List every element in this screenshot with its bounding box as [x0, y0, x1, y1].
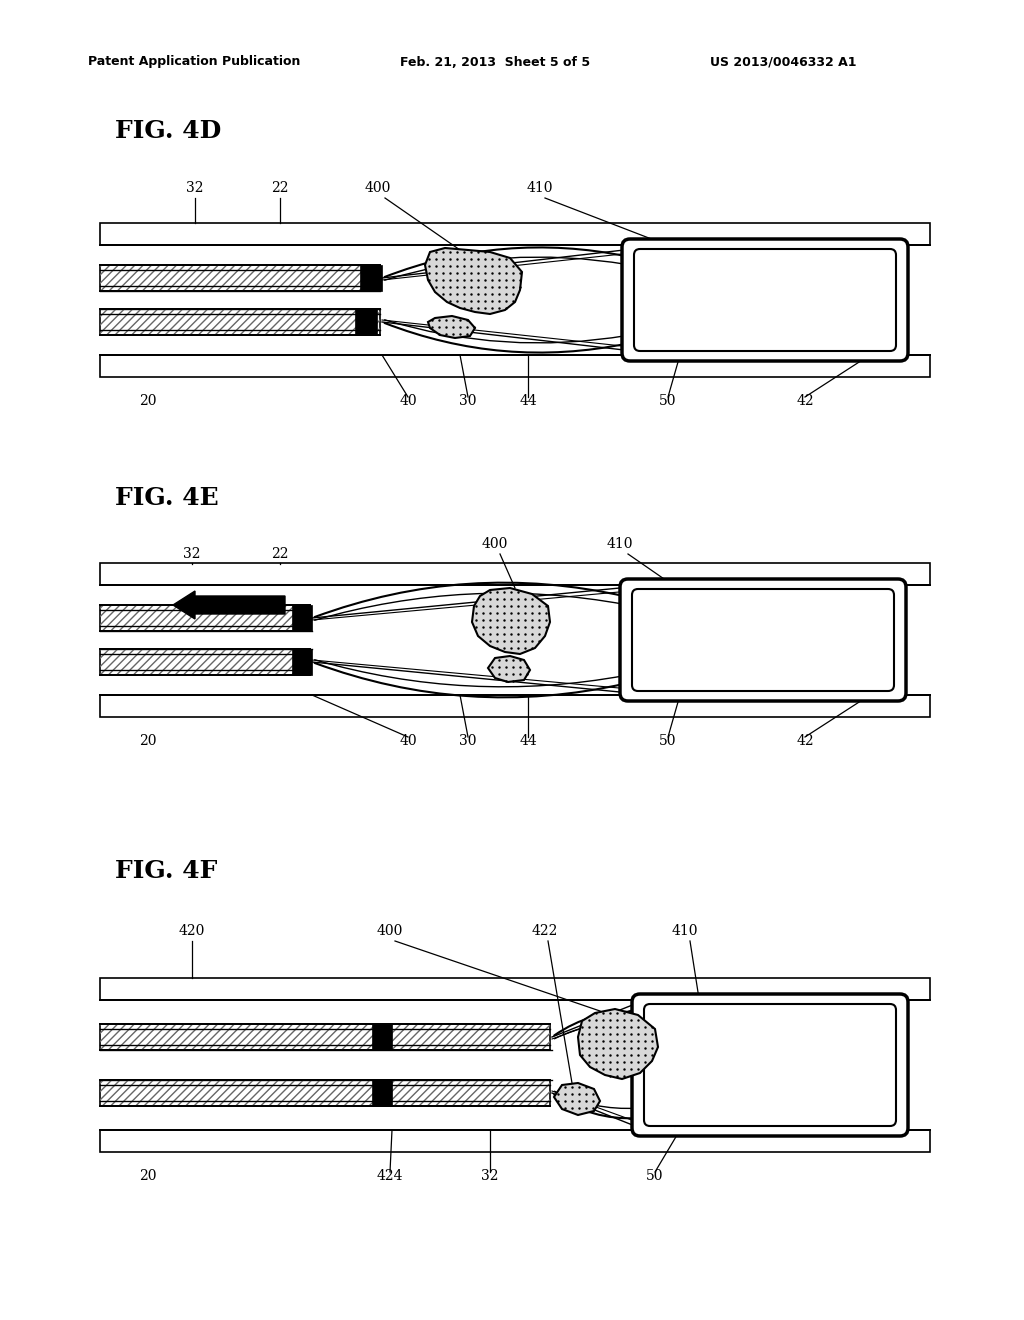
Bar — [100, 1024, 550, 1049]
Text: 424: 424 — [377, 1170, 403, 1183]
Polygon shape — [428, 315, 475, 338]
Text: 32: 32 — [481, 1170, 499, 1183]
Text: 40: 40 — [399, 393, 417, 408]
Text: 44: 44 — [519, 734, 537, 748]
FancyBboxPatch shape — [620, 579, 906, 701]
Bar — [100, 1049, 552, 1080]
Polygon shape — [425, 248, 522, 314]
Text: 410: 410 — [672, 924, 698, 939]
Bar — [100, 564, 930, 585]
FancyArrow shape — [173, 591, 285, 619]
Bar — [100, 649, 310, 675]
Text: 400: 400 — [482, 537, 508, 550]
Text: 422: 422 — [531, 924, 558, 939]
Text: 400: 400 — [365, 181, 391, 195]
Polygon shape — [578, 1008, 658, 1078]
Polygon shape — [554, 1082, 600, 1115]
Bar — [100, 649, 310, 675]
Bar — [100, 223, 930, 246]
Text: 32: 32 — [186, 181, 204, 195]
Bar — [100, 290, 380, 309]
FancyBboxPatch shape — [634, 249, 896, 351]
Bar — [360, 265, 382, 290]
Bar — [292, 605, 312, 631]
Text: FIG. 4E: FIG. 4E — [115, 486, 219, 510]
Bar — [100, 1024, 550, 1049]
Polygon shape — [488, 656, 530, 682]
Text: 30: 30 — [459, 393, 477, 408]
Bar — [100, 1080, 550, 1106]
Bar — [100, 564, 930, 585]
Bar — [100, 1130, 930, 1152]
Text: 410: 410 — [526, 181, 553, 195]
Bar — [100, 223, 930, 246]
Text: 410: 410 — [607, 537, 633, 550]
Bar — [100, 309, 380, 335]
Text: 50: 50 — [659, 393, 677, 408]
FancyBboxPatch shape — [632, 589, 894, 690]
Text: 42: 42 — [797, 734, 814, 748]
Bar — [355, 309, 377, 335]
Text: 30: 30 — [459, 734, 477, 748]
Bar — [100, 631, 312, 649]
Bar — [100, 978, 930, 1001]
Bar — [372, 1080, 392, 1106]
Bar — [100, 265, 380, 290]
Text: 20: 20 — [139, 393, 157, 408]
Bar — [100, 1130, 930, 1152]
Text: Patent Application Publication: Patent Application Publication — [88, 55, 300, 69]
Text: 20: 20 — [139, 734, 157, 748]
FancyBboxPatch shape — [622, 239, 908, 360]
Text: 400: 400 — [377, 924, 403, 939]
Bar — [100, 696, 930, 717]
Text: 22: 22 — [271, 546, 289, 561]
Text: 50: 50 — [646, 1170, 664, 1183]
Text: 44: 44 — [519, 393, 537, 408]
Bar — [100, 265, 380, 290]
Text: US 2013/0046332 A1: US 2013/0046332 A1 — [710, 55, 856, 69]
Bar — [100, 355, 930, 378]
Text: FIG. 4F: FIG. 4F — [115, 859, 217, 883]
Text: 42: 42 — [797, 393, 814, 408]
Bar — [100, 605, 310, 631]
Text: 22: 22 — [271, 181, 289, 195]
FancyBboxPatch shape — [632, 994, 908, 1137]
Text: 20: 20 — [139, 1170, 157, 1183]
Text: 420: 420 — [179, 924, 205, 939]
Text: Feb. 21, 2013  Sheet 5 of 5: Feb. 21, 2013 Sheet 5 of 5 — [400, 55, 590, 69]
Bar — [100, 355, 930, 378]
Text: 50: 50 — [659, 734, 677, 748]
Bar — [292, 649, 312, 675]
Bar — [372, 1024, 392, 1049]
Bar — [100, 978, 930, 1001]
Bar — [100, 696, 930, 717]
Polygon shape — [472, 587, 550, 653]
Bar — [100, 1080, 550, 1106]
Text: 40: 40 — [399, 734, 417, 748]
Text: FIG. 4D: FIG. 4D — [115, 119, 221, 143]
Bar — [100, 309, 380, 335]
FancyBboxPatch shape — [644, 1005, 896, 1126]
Text: 32: 32 — [183, 546, 201, 561]
Bar — [100, 605, 310, 631]
